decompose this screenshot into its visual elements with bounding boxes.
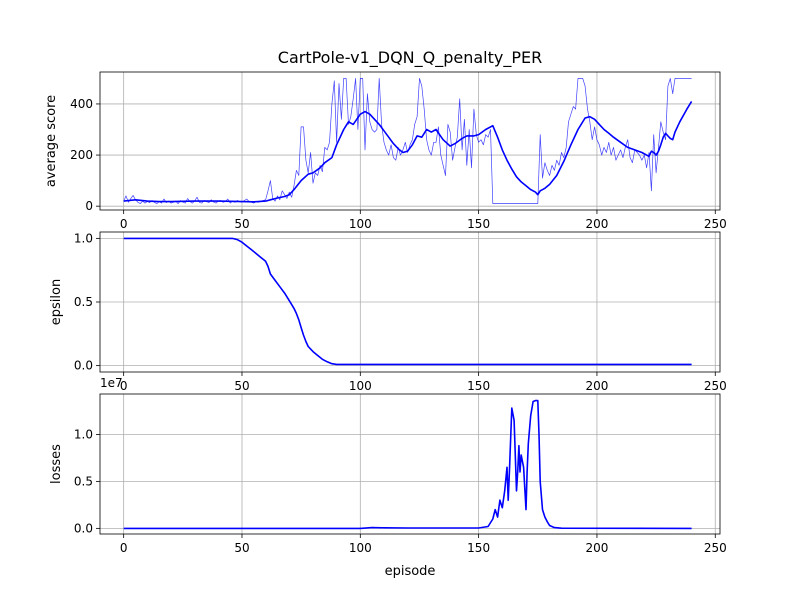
- x-tick-label: 0: [120, 541, 128, 555]
- x-tick-label: 0: [120, 217, 128, 231]
- panel-epsilon: 0 50 100 150 200 250 0.0 0.5 1.0 epsilon: [49, 231, 727, 393]
- y-tick-label: 0.5: [74, 295, 93, 309]
- series-line-losses: [123, 399, 692, 530]
- y-axis-label-losses: losses: [49, 444, 64, 484]
- y-tick-label: 1.0: [74, 231, 93, 245]
- axis-offset-label: 1e7: [100, 376, 123, 390]
- axes-frame: [99, 393, 721, 535]
- x-tick-label: 50: [234, 379, 249, 393]
- x-tick-label: 150: [467, 541, 490, 555]
- y-tick-label: 0.5: [74, 474, 93, 488]
- x-tick-label: 250: [704, 217, 727, 231]
- x-tick-label: 100: [349, 217, 372, 231]
- x-tick-label: 100: [349, 379, 372, 393]
- x-tick-label: 250: [704, 379, 727, 393]
- y-axis-label-score: average score: [44, 95, 59, 187]
- y-tick-label: 400: [70, 97, 93, 111]
- x-axis-label: episode: [385, 564, 436, 579]
- x-tick-label: 150: [467, 217, 490, 231]
- panel-losses: 0 50 100 150 200 250 0.0 0.5 1.0 losses 1e7: [49, 376, 727, 555]
- y-tick-label: 0.0: [74, 359, 93, 373]
- series-line-epsilon: [123, 237, 692, 366]
- x-tick-label: 50: [234, 217, 249, 231]
- panel-score: 0 50 100 150 200 250 0 200 400 average score: [44, 71, 727, 231]
- x-tick-label: 200: [585, 379, 608, 393]
- chart-title: CartPole-v1_DQN_Q_penalty_PER: [278, 48, 542, 68]
- x-tick-label: 0: [120, 379, 128, 393]
- x-tick-label: 50: [234, 541, 249, 555]
- series-line-score-smoothed: [123, 100, 693, 203]
- y-tick-label: 0: [85, 199, 93, 213]
- x-tick-label: 250: [704, 541, 727, 555]
- y-axis-label-epsilon: epsilon: [49, 279, 64, 325]
- axes-frame: [99, 71, 721, 211]
- y-tick-label: 0.0: [74, 521, 93, 535]
- x-tick-label: 100: [349, 541, 372, 555]
- series-line-score-raw: [123, 78, 692, 204]
- y-tick-label: 1.0: [74, 427, 93, 441]
- x-tick-label: 200: [585, 541, 608, 555]
- x-tick-label: 150: [467, 379, 490, 393]
- y-tick-label: 200: [70, 148, 93, 162]
- x-tick-label: 200: [585, 217, 608, 231]
